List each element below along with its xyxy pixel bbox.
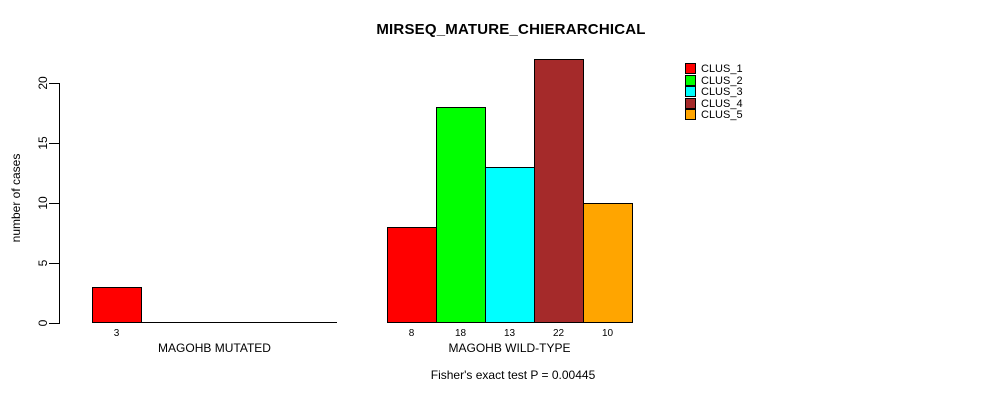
- bar-value-label: 13: [503, 328, 516, 339]
- y-axis-line: [59, 83, 60, 324]
- y-axis-tick-label: 0: [36, 319, 50, 327]
- bar-value-label: 22: [552, 328, 565, 339]
- bar-value-label: 8: [408, 328, 415, 339]
- y-axis-tick: [49, 263, 59, 264]
- bar-clus_4-wild-type: [534, 59, 584, 323]
- legend-label-clus_3: CLUS_3: [701, 86, 743, 99]
- y-axis-tick: [49, 143, 59, 144]
- legend-label-clus_2: CLUS_2: [701, 74, 743, 87]
- legend-swatch-clus_2: [685, 74, 696, 86]
- y-axis-label: number of cases: [9, 153, 23, 243]
- bar-value-label: 10: [601, 328, 614, 339]
- bar-clus_1-mutated: [92, 287, 142, 323]
- bar-clus_1-wild-type: [387, 227, 437, 323]
- y-axis-tick: [49, 83, 59, 84]
- bar-clus_3-wild-type: [485, 167, 535, 323]
- y-axis-tick: [49, 203, 59, 204]
- y-axis-tick-label: 10: [36, 196, 50, 210]
- legend-swatch-clus_5: [685, 109, 696, 121]
- y-axis-tick-label: 20: [36, 76, 50, 90]
- group-label: MAGOHB WILD-TYPE: [448, 341, 571, 355]
- y-axis-tick: [49, 323, 59, 324]
- legend-label-clus_1: CLUS_1: [701, 63, 743, 75]
- legend-swatch-clus_3: [685, 86, 696, 98]
- bar-value-label: 18: [454, 328, 467, 339]
- y-axis-tick-label: 5: [36, 259, 50, 267]
- y-axis-tick-label: 15: [36, 136, 50, 150]
- bar-clus_5-wild-type: [583, 203, 633, 323]
- legend-label-clus_4: CLUS_4: [701, 97, 743, 110]
- bar-value-label: 3: [113, 328, 120, 339]
- baseline: [92, 322, 337, 323]
- bar-clus_2-wild-type: [436, 107, 486, 323]
- group-label: MAGOHB MUTATED: [158, 341, 271, 355]
- annotation-text: Fisher's exact test P = 0.00445: [430, 368, 596, 382]
- legend-swatch-clus_4: [685, 97, 696, 109]
- legend-label-clus_5: CLUS_5: [701, 109, 743, 122]
- chart-title: MIRSEQ_MATURE_CHIERARCHICAL: [376, 21, 646, 38]
- legend-swatch-clus_1: [685, 63, 696, 74]
